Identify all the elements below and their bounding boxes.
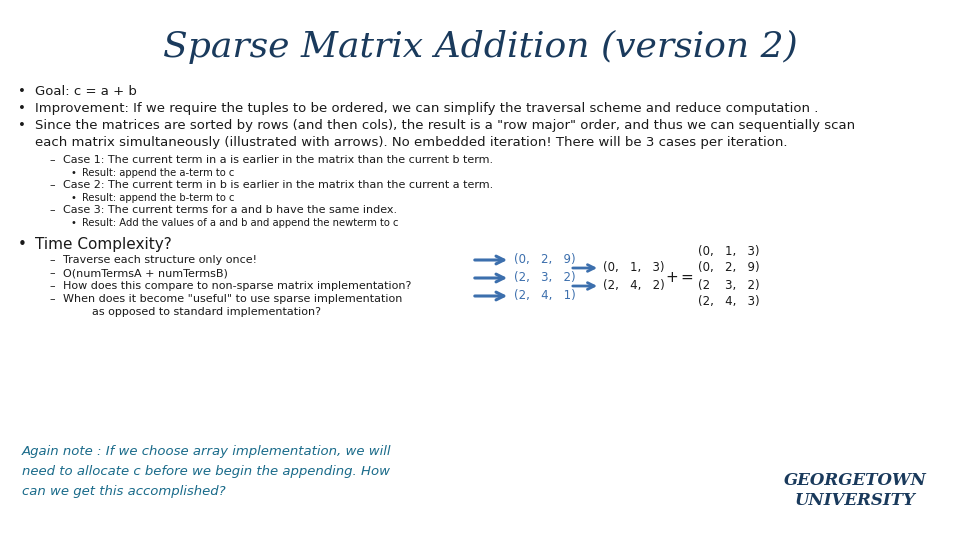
- Text: •: •: [70, 218, 76, 228]
- Text: GEORGETOWN
UNIVERSITY: GEORGETOWN UNIVERSITY: [783, 472, 926, 509]
- Text: Time Complexity?: Time Complexity?: [35, 237, 172, 252]
- Text: –: –: [49, 268, 55, 278]
- Text: each matrix simultaneously (illustrated with arrows). No embedded iteration! The: each matrix simultaneously (illustrated …: [35, 136, 787, 149]
- Text: Sparse Matrix Addition (version 2): Sparse Matrix Addition (version 2): [162, 30, 798, 64]
- Text: Again note : If we choose array implementation, we will
need to allocate c befor: Again note : If we choose array implemen…: [22, 445, 392, 498]
- Text: (2,   4,   3): (2, 4, 3): [698, 295, 759, 308]
- Text: Result: append the b-term to c: Result: append the b-term to c: [82, 193, 234, 203]
- Text: –: –: [49, 255, 55, 265]
- Text: •: •: [18, 119, 26, 132]
- Text: Traverse each structure only once!: Traverse each structure only once!: [63, 255, 257, 265]
- Text: (0,   2,   9): (0, 2, 9): [514, 253, 576, 267]
- Text: Since the matrices are sorted by rows (and then cols), the result is a "row majo: Since the matrices are sorted by rows (a…: [35, 119, 855, 132]
- Text: –: –: [49, 205, 55, 215]
- Text: (0,   2,   9): (0, 2, 9): [698, 261, 759, 274]
- Text: –: –: [49, 155, 55, 165]
- Text: Result: append the a-term to c: Result: append the a-term to c: [82, 168, 234, 178]
- Text: (2,   3,   2): (2, 3, 2): [514, 272, 576, 285]
- Text: How does this compare to non-sparse matrix implementation?: How does this compare to non-sparse matr…: [63, 281, 412, 291]
- Text: –: –: [49, 294, 55, 304]
- Text: (0,   1,   3): (0, 1, 3): [603, 261, 664, 274]
- Text: Case 3: The current terms for a and b have the same index.: Case 3: The current terms for a and b ha…: [63, 205, 397, 215]
- Text: Goal: c = a + b: Goal: c = a + b: [35, 85, 137, 98]
- Text: Case 1: The current term in a is earlier in the matrix than the current b term.: Case 1: The current term in a is earlier…: [63, 155, 493, 165]
- Text: Case 2: The current term in b is earlier in the matrix than the current a term.: Case 2: The current term in b is earlier…: [63, 180, 493, 190]
- Text: When does it become "useful" to use sparse implementation: When does it become "useful" to use spar…: [63, 294, 402, 304]
- Text: +: +: [665, 269, 679, 285]
- Text: Improvement: If we require the tuples to be ordered, we can simplify the travers: Improvement: If we require the tuples to…: [35, 102, 818, 115]
- Text: •: •: [17, 237, 27, 252]
- Text: as opposed to standard implementation?: as opposed to standard implementation?: [71, 307, 321, 317]
- Text: Result: Add the values of a and b and append the newterm to c: Result: Add the values of a and b and ap…: [82, 218, 398, 228]
- Text: (2    3,   2): (2 3, 2): [698, 279, 759, 292]
- Text: (0,   1,   3): (0, 1, 3): [698, 245, 759, 258]
- Text: •: •: [70, 168, 76, 178]
- Text: •: •: [18, 85, 26, 98]
- Text: (2,   4,   2): (2, 4, 2): [603, 280, 664, 293]
- Text: •: •: [18, 102, 26, 115]
- Text: =: =: [680, 269, 693, 285]
- Text: •: •: [70, 193, 76, 203]
- Text: –: –: [49, 281, 55, 291]
- Text: (2,   4,   1): (2, 4, 1): [514, 289, 576, 302]
- Text: O(numTermsA + numTermsB): O(numTermsA + numTermsB): [63, 268, 228, 278]
- Text: –: –: [49, 180, 55, 190]
